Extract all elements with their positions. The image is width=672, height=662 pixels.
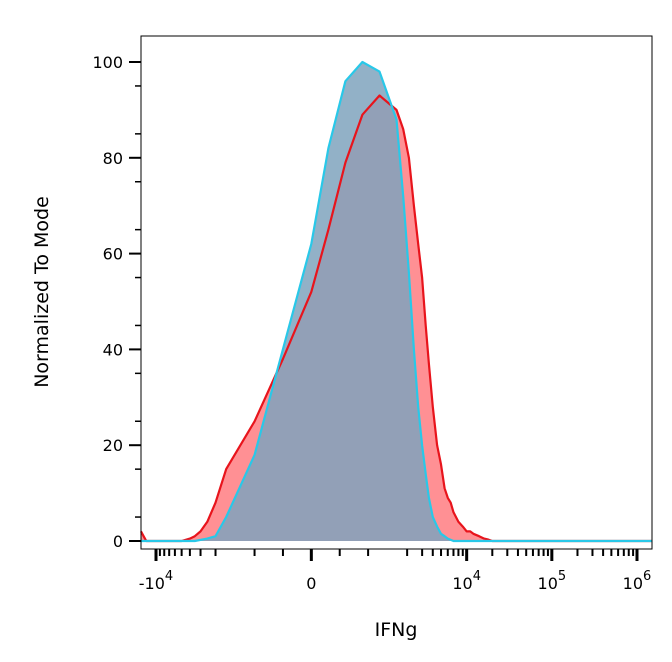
y-tick-label-20: 20 (103, 436, 123, 455)
series-2-fill (141, 62, 652, 541)
x-axis-title: IFNg (375, 619, 418, 641)
y-tick-label-60: 60 (103, 245, 123, 264)
x-tick-label-0: -104 (139, 569, 173, 593)
series-2-line (141, 60, 652, 543)
y-tick-label-80: 80 (103, 149, 123, 168)
plot-frame (140, 35, 653, 550)
x-tick-label-4: 106 (623, 569, 652, 593)
x-tick-label-1: 0 (306, 574, 316, 593)
histogram-outlines (140, 60, 652, 543)
histogram-fills (141, 62, 652, 541)
y-tick-label-40: 40 (103, 340, 123, 359)
x-tick-label-2: 104 (452, 569, 481, 593)
x-axis: -104 0 104 105 106 (139, 549, 652, 593)
y-tick-label-100: 100 (92, 53, 123, 72)
y-axis: 0 20 40 60 80 100 (92, 53, 141, 551)
y-axis-title: Normalized To Mode (31, 196, 53, 388)
x-tick-label-3: 105 (538, 569, 567, 593)
y-tick-label-0: 0 (113, 532, 123, 551)
